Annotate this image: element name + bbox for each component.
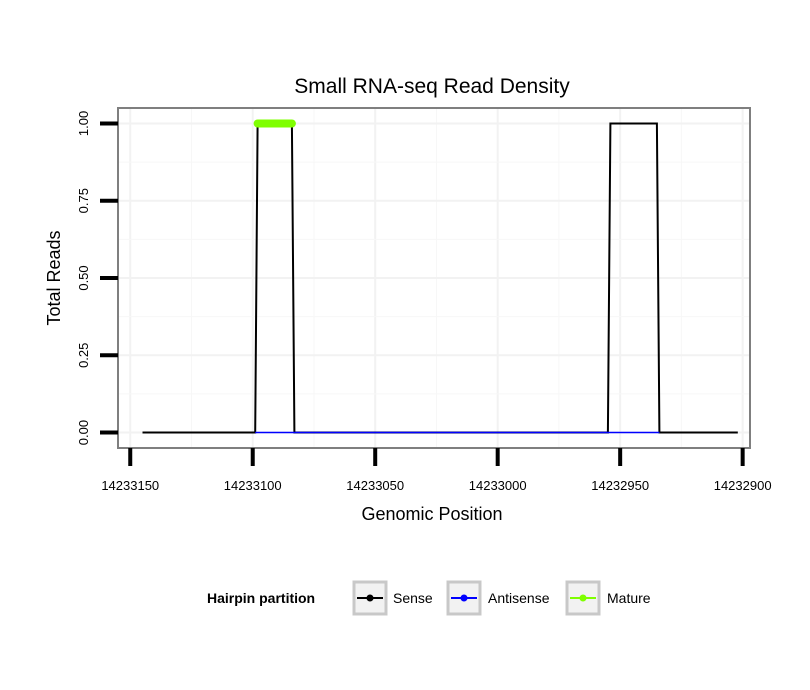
series-layer: [142, 119, 738, 434]
legend-key-point: [579, 594, 587, 602]
legend: Hairpin partition Sense Antisense Mature: [207, 580, 651, 616]
chart-title: Small RNA-seq Read Density: [294, 75, 570, 98]
legend-key-point: [460, 594, 468, 602]
x-tick-label: 14232900: [714, 478, 772, 493]
y-tick-label: 1.00: [76, 111, 91, 136]
y-tick-label: 0.50: [76, 265, 91, 290]
y-tick-label: 0.25: [76, 343, 91, 368]
y-axis-title: Total Reads: [44, 230, 64, 325]
axes: 14233150 14233100 14233050 14233000 14232950…: [76, 111, 772, 493]
legend-label-antisense: Antisense: [488, 590, 550, 606]
x-tick-label: 14232950: [591, 478, 649, 493]
legend-label-mature: Mature: [607, 590, 651, 606]
legend-label-sense: Sense: [393, 590, 433, 606]
x-axis-title: Genomic Position: [361, 504, 502, 524]
y-tick-label: 0.75: [76, 188, 91, 213]
grid: [118, 108, 750, 448]
x-tick-label: 14233100: [224, 478, 282, 493]
legend-key-point: [366, 594, 374, 602]
y-tick-label: 0.00: [76, 420, 91, 445]
x-tick-label: 14233000: [469, 478, 527, 493]
legend-title: Hairpin partition: [207, 590, 315, 606]
x-tick-label: 14233150: [101, 478, 159, 493]
x-tick-label: 14233050: [346, 478, 404, 493]
